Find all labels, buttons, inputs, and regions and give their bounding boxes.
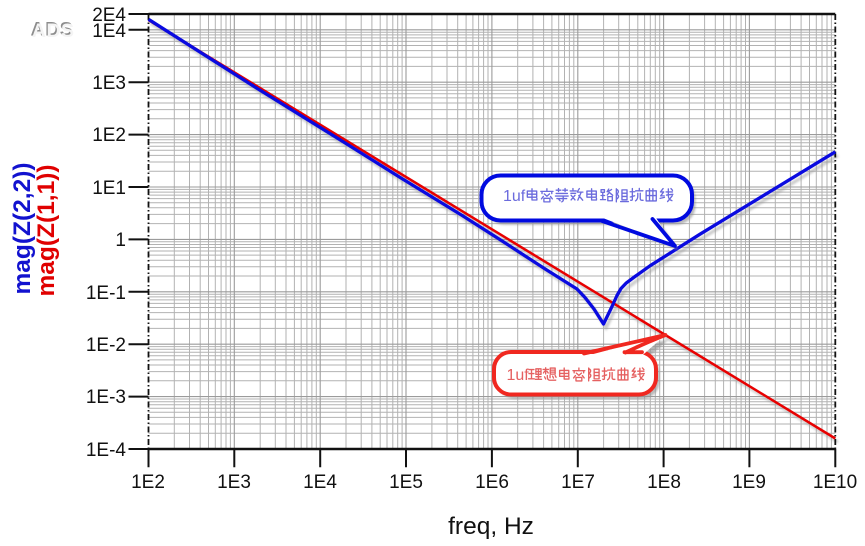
svg-text:1E7: 1E7 bbox=[561, 472, 595, 493]
svg-text:1E9: 1E9 bbox=[732, 472, 766, 493]
svg-text:1: 1 bbox=[115, 230, 126, 251]
svg-text:1E-2: 1E-2 bbox=[86, 335, 126, 356]
svg-text:mag(Z(1,1)): mag(Z(1,1)) bbox=[33, 164, 60, 296]
svg-text:1E6: 1E6 bbox=[475, 472, 509, 493]
svg-text:1uf: 1uf bbox=[503, 188, 526, 205]
svg-text:1E-3: 1E-3 bbox=[86, 387, 126, 408]
svg-text:mag(Z(2,2)): mag(Z(2,2)) bbox=[9, 162, 36, 294]
svg-text:1E5: 1E5 bbox=[389, 472, 423, 493]
svg-text:ADS: ADS bbox=[32, 20, 75, 42]
svg-text:1E3: 1E3 bbox=[92, 73, 126, 94]
svg-text:1E8: 1E8 bbox=[647, 472, 681, 493]
svg-text:1E4: 1E4 bbox=[303, 472, 337, 493]
svg-text:1E-4: 1E-4 bbox=[86, 440, 127, 461]
svg-text:1E4: 1E4 bbox=[92, 21, 126, 42]
svg-text:1E-1: 1E-1 bbox=[86, 283, 126, 304]
svg-text:2E4: 2E4 bbox=[92, 5, 126, 26]
svg-text:1E2: 1E2 bbox=[131, 472, 165, 493]
svg-text:1E2: 1E2 bbox=[92, 125, 126, 146]
svg-text:freq, Hz: freq, Hz bbox=[448, 513, 534, 540]
svg-text:1uf: 1uf bbox=[507, 367, 530, 384]
svg-text:ADS: ADS bbox=[31, 19, 74, 41]
svg-text:1E1: 1E1 bbox=[92, 178, 126, 199]
svg-text:1E10: 1E10 bbox=[813, 472, 857, 493]
svg-text:1E3: 1E3 bbox=[217, 472, 251, 493]
